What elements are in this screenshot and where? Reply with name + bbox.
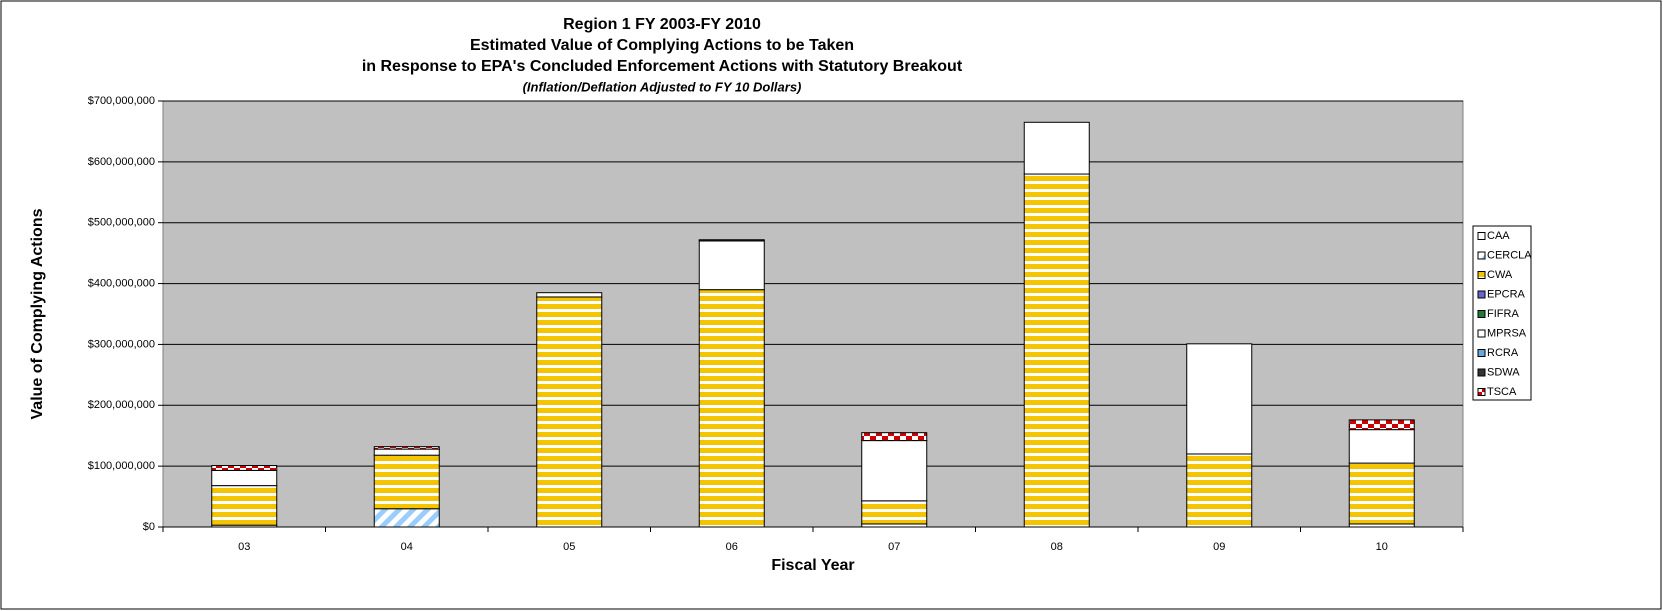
x-axis-label: Fiscal Year: [771, 557, 854, 574]
bar-segment: [211, 465, 278, 471]
bar-segment: [211, 485, 278, 526]
bar-segment: [1348, 419, 1415, 431]
x-tick-label: 07: [888, 541, 900, 553]
bar-segment: [373, 454, 440, 510]
legend-swatch: [1477, 271, 1486, 279]
y-axis-label: Value of Complying Actions: [29, 208, 46, 419]
bar-segment: [861, 440, 928, 502]
x-tick-label: 08: [1051, 541, 1063, 553]
y-tick-label: $0: [143, 521, 155, 533]
y-tick-label: $200,000,000: [88, 399, 155, 411]
bar-segment: [1348, 462, 1415, 525]
bar-segment: [536, 292, 603, 298]
legend-label: RCRA: [1487, 347, 1519, 359]
bar-segment: [373, 508, 440, 528]
x-tick-label: 09: [1213, 541, 1225, 553]
x-tick-label: 10: [1376, 541, 1388, 553]
y-tick-label: $100,000,000: [88, 460, 155, 472]
bar-segment: [1023, 121, 1090, 175]
chart-subtitle: (Inflation/Deflation Adjusted to FY 10 D…: [523, 79, 802, 94]
legend-swatch: [1477, 349, 1486, 357]
bar-segment: [698, 240, 765, 291]
bar-segment: [1186, 453, 1253, 528]
bar-segment: [861, 432, 928, 442]
legend-swatch: [1477, 232, 1486, 240]
bar-segment: [861, 500, 928, 525]
bar-segment: [373, 446, 440, 450]
bar-segment: [536, 296, 603, 528]
legend-swatch: [1477, 329, 1486, 338]
bar-segment: [1348, 429, 1415, 464]
legend-label: SDWA: [1487, 366, 1520, 378]
bar-segment: [698, 239, 765, 242]
legend-label: CERCLA: [1487, 249, 1532, 261]
bar-segment: [373, 448, 440, 456]
y-tick-label: $600,000,000: [88, 156, 155, 168]
legend-label: TSCA: [1487, 386, 1517, 398]
legend-swatch: [1477, 310, 1486, 318]
chart-subtitle: in Response to EPA's Concluded Enforceme…: [362, 58, 963, 75]
legend-swatch: [1477, 388, 1486, 396]
x-tick-label: 03: [238, 541, 250, 553]
plot-area: [162, 100, 1464, 528]
bar-segment: [211, 469, 278, 487]
legend-label: CWA: [1487, 269, 1513, 281]
legend-label: FIFRA: [1487, 308, 1519, 320]
legend-swatch: [1477, 251, 1486, 260]
y-tick-label: $500,000,000: [88, 217, 155, 229]
y-tick-label: $400,000,000: [88, 277, 155, 289]
x-tick-label: 04: [401, 541, 413, 553]
chart-title: Region 1 FY 2003-FY 2010: [563, 16, 761, 33]
legend-label: MPRSA: [1487, 327, 1527, 339]
legend-swatch: [1477, 368, 1486, 377]
bar-segment: [1023, 173, 1090, 528]
chart-subtitle: Estimated Value of Complying Actions to …: [470, 37, 854, 54]
x-tick-label: 05: [563, 541, 575, 553]
legend-label: EPCRA: [1487, 288, 1526, 300]
legend-swatch: [1477, 290, 1486, 299]
bar-segment: [1186, 343, 1253, 455]
x-tick-label: 06: [726, 541, 738, 553]
bar-segment: [698, 289, 765, 528]
y-tick-label: $700,000,000: [88, 95, 155, 107]
y-tick-label: $300,000,000: [88, 338, 155, 350]
legend-label: CAA: [1487, 230, 1510, 242]
